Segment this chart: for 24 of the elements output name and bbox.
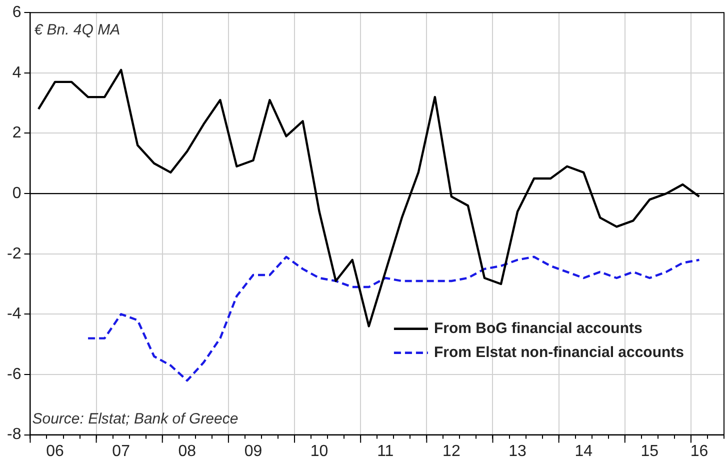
y-axis-title: € Bn. 4Q MA bbox=[34, 21, 120, 38]
line-series bbox=[86, 256, 700, 382]
x-tick-label: 08 bbox=[178, 442, 196, 460]
y-tick-label: 0 bbox=[12, 184, 22, 202]
legend-label: From BoG financial accounts bbox=[434, 320, 642, 337]
legend-label: From Elstat non-financial accounts bbox=[434, 344, 684, 361]
x-tick-label: 10 bbox=[310, 442, 328, 460]
x-tick-label: 13 bbox=[508, 442, 527, 460]
y-tick-label: -6 bbox=[6, 366, 22, 383]
x-tick-label: 12 bbox=[442, 442, 460, 460]
x-tick-label: 14 bbox=[574, 442, 593, 460]
x-tick-label: 15 bbox=[640, 442, 659, 460]
y-tick-label: 2 bbox=[12, 124, 22, 142]
x-tick-label: 07 bbox=[112, 442, 130, 460]
x-tick-label: 09 bbox=[244, 442, 262, 460]
y-tick-label: 4 bbox=[12, 64, 22, 82]
y-tick-label: 6 bbox=[12, 4, 22, 22]
x-tick-label: 16 bbox=[690, 442, 708, 460]
y-tick-label: -2 bbox=[6, 245, 22, 262]
x-tick-label: 06 bbox=[46, 442, 64, 460]
x-tick-label: 11 bbox=[377, 442, 394, 460]
y-tick-label: -4 bbox=[6, 306, 22, 323]
annotation: Source: Elstat; Bank of Greece bbox=[32, 410, 238, 428]
y-tick-label: -8 bbox=[6, 426, 22, 444]
